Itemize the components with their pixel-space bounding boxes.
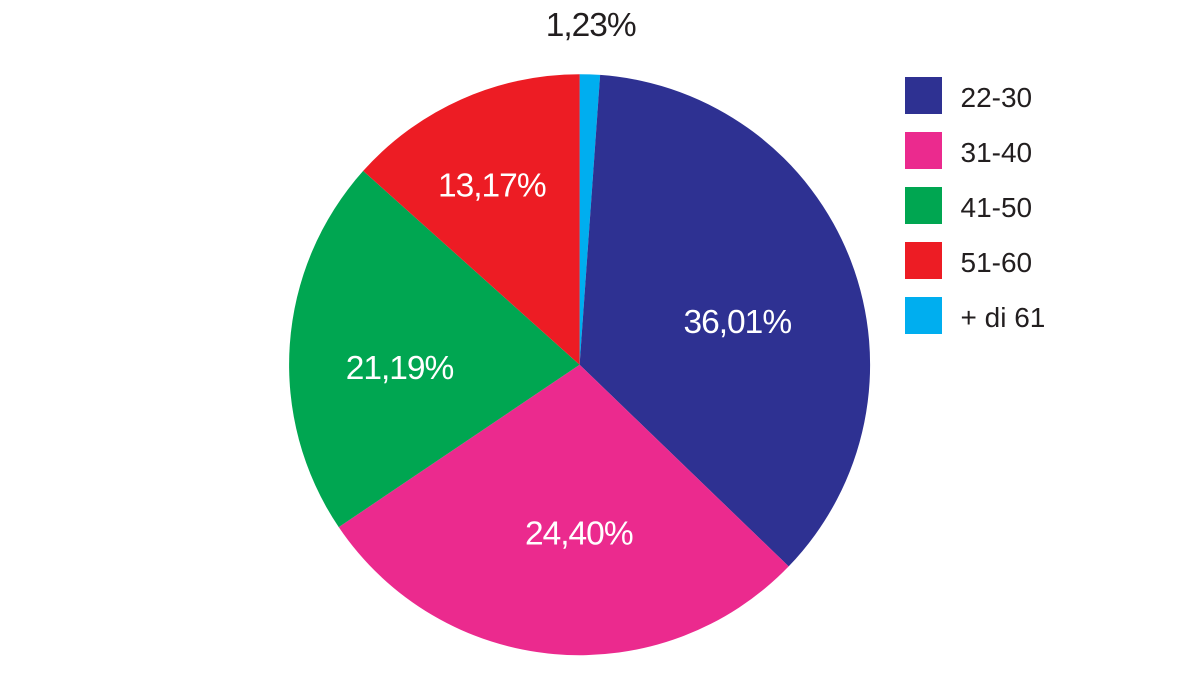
svg-text:24,40%: 24,40% bbox=[525, 516, 633, 553]
svg-text:41-50: 41-50 bbox=[961, 192, 1033, 223]
svg-text:21,19%: 21,19% bbox=[346, 350, 454, 387]
svg-text:31-40: 31-40 bbox=[961, 137, 1033, 168]
svg-text:+ di 61: + di 61 bbox=[961, 302, 1046, 333]
svg-text:1,23%: 1,23% bbox=[546, 7, 636, 44]
svg-text:22-30: 22-30 bbox=[961, 82, 1033, 113]
svg-text:36,01%: 36,01% bbox=[683, 304, 791, 341]
svg-text:13,17%: 13,17% bbox=[438, 168, 546, 205]
svg-text:51-60: 51-60 bbox=[961, 247, 1033, 278]
